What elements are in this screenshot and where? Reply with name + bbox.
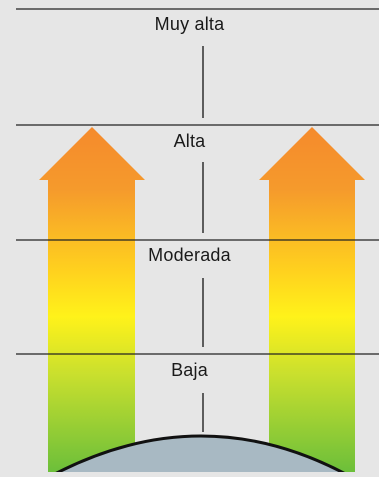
right-up-arrow: [259, 127, 365, 472]
left-up-arrow: [39, 127, 145, 472]
level-label-muy-alta: Muy alta: [154, 14, 225, 34]
earth-surface: [46, 434, 355, 477]
level-label-alta: Alta: [173, 131, 206, 151]
level-label-moderada: Moderada: [148, 245, 231, 265]
level-label-baja: Baja: [171, 360, 208, 380]
